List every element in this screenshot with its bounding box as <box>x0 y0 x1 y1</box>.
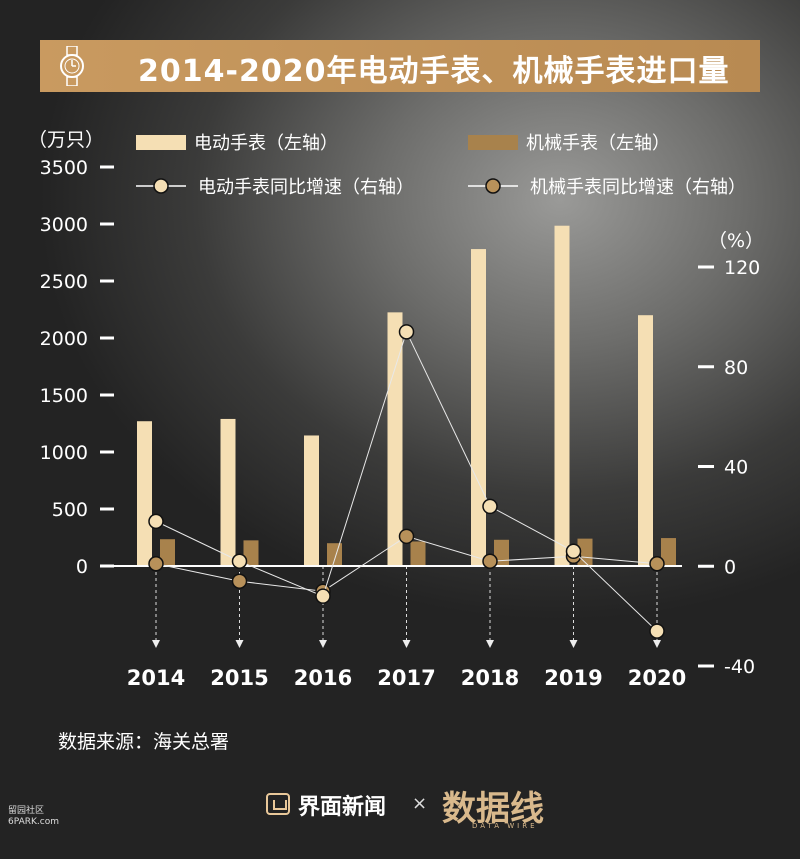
corner-watermark: 留园社区 6PARK.com <box>8 806 59 828</box>
bar-electric <box>471 249 486 566</box>
corner-line2: 6PARK.com <box>8 817 59 827</box>
left-tick-label: 2000 <box>40 328 88 350</box>
year-labels: 2014 2015 2016 2017 2018 2019 2020 <box>127 666 686 690</box>
year-label: 2017 <box>377 666 435 690</box>
year-label: 2014 <box>127 666 185 690</box>
left-tick-label: 0 <box>76 556 88 578</box>
year-guide-arrow <box>486 640 494 648</box>
year-label: 2015 <box>210 666 268 690</box>
bar-electric <box>638 315 653 566</box>
title-bar: 2014-2020年电动手表、机械手表进口量 <box>40 40 760 92</box>
year-guide-arrow <box>152 640 160 648</box>
bar-mechanical <box>243 540 259 566</box>
year-label: 2016 <box>294 666 352 690</box>
mechanical-growth-point <box>231 573 248 589</box>
left-axis-unit: （万只） <box>28 129 104 151</box>
jiemian-logo-icon <box>266 793 290 815</box>
growth-lines <box>148 324 665 639</box>
corner-line1: 留园社区 <box>8 806 45 816</box>
right-tick-label: 80 <box>724 357 748 379</box>
bar-mechanical <box>327 543 342 566</box>
right-axis: （%） 120 80 40 0 -40 <box>698 230 764 678</box>
legend-label-electric-bar: 电动手表（左轴） <box>194 133 338 154</box>
chart: 电动手表（左轴） 机械手表（左轴） 电动手表同比增速（右轴） 机械手表同比增速（右轴）… <box>28 129 764 690</box>
electric-growth-point <box>315 588 331 604</box>
left-tick-label: 1000 <box>40 442 88 464</box>
mechanical-growth-point <box>649 556 665 572</box>
chart-title: 2014-2020年电动手表、机械手表进口量 <box>138 54 730 89</box>
mechanical-growth-point <box>398 528 415 545</box>
year-guide-arrow <box>235 640 244 648</box>
electric-growth-point <box>231 553 248 570</box>
bar-electric <box>554 225 570 566</box>
legend-swatch-mechanical-dot <box>485 178 501 194</box>
legend-swatch-mechanical-bar <box>468 135 518 150</box>
bar-mechanical <box>661 538 676 566</box>
mechanical-growth-point <box>482 553 498 570</box>
left-tick-label: 500 <box>52 499 88 521</box>
right-tick-label: 0 <box>724 556 736 578</box>
legend-label-mechanical-bar: 机械手表（左轴） <box>526 133 670 154</box>
electric-growth-point <box>148 513 164 530</box>
bar-electric <box>137 421 152 566</box>
left-tick-label: 3000 <box>40 214 88 236</box>
legend-swatch-electric-dot <box>153 178 169 194</box>
left-tick-label: 1500 <box>40 385 88 407</box>
watch-icon <box>60 46 84 86</box>
electric-growth-point <box>482 498 498 515</box>
bar-electric <box>304 435 319 566</box>
bar-mechanical <box>410 541 426 566</box>
brand-datawire-sub: DATA WIRE <box>472 822 538 830</box>
legend-label-mechanical-growth: 机械手表同比增速（右轴） <box>530 177 746 198</box>
year-label: 2018 <box>461 666 519 690</box>
brand-separator: × <box>412 793 428 814</box>
bar-mechanical <box>160 539 175 566</box>
right-axis-unit: （%） <box>708 230 764 252</box>
year-guide-arrow <box>402 640 411 648</box>
year-guide-arrow <box>319 640 327 648</box>
year-guide-arrow <box>653 640 661 648</box>
year-guides <box>152 566 661 648</box>
year-label: 2019 <box>544 666 602 690</box>
right-tick-label: -40 <box>724 656 755 678</box>
left-tick-label: 2500 <box>40 271 88 293</box>
legend-swatch-electric-bar <box>136 135 186 150</box>
brand-jiemian: 界面新闻 <box>298 795 387 820</box>
right-tick-label: 40 <box>724 457 748 479</box>
year-label: 2020 <box>628 666 686 690</box>
year-guide-arrow <box>569 640 578 648</box>
electric-growth-point <box>649 623 665 639</box>
mechanical-growth-point <box>148 556 164 572</box>
left-axis: （万只） 3500 3000 2500 2000 1500 1000 500 0 <box>28 129 114 578</box>
brand-datawire: 数据线 <box>442 789 544 829</box>
bar-mechanical <box>494 539 509 566</box>
bars <box>137 225 676 566</box>
electric-growth-point <box>398 324 415 340</box>
legend-label-electric-growth: 电动手表同比增速（右轴） <box>198 177 414 198</box>
bar-electric <box>220 418 236 566</box>
bar-electric <box>387 312 403 566</box>
left-tick-label: 3500 <box>40 157 88 179</box>
electric-growth-point <box>565 543 582 560</box>
right-tick-label: 120 <box>724 257 760 279</box>
legend: 电动手表（左轴） 机械手表（左轴） 电动手表同比增速（右轴） 机械手表同比增速（右轴） <box>136 133 746 198</box>
data-source: 数据来源：海关总署 <box>58 731 230 753</box>
